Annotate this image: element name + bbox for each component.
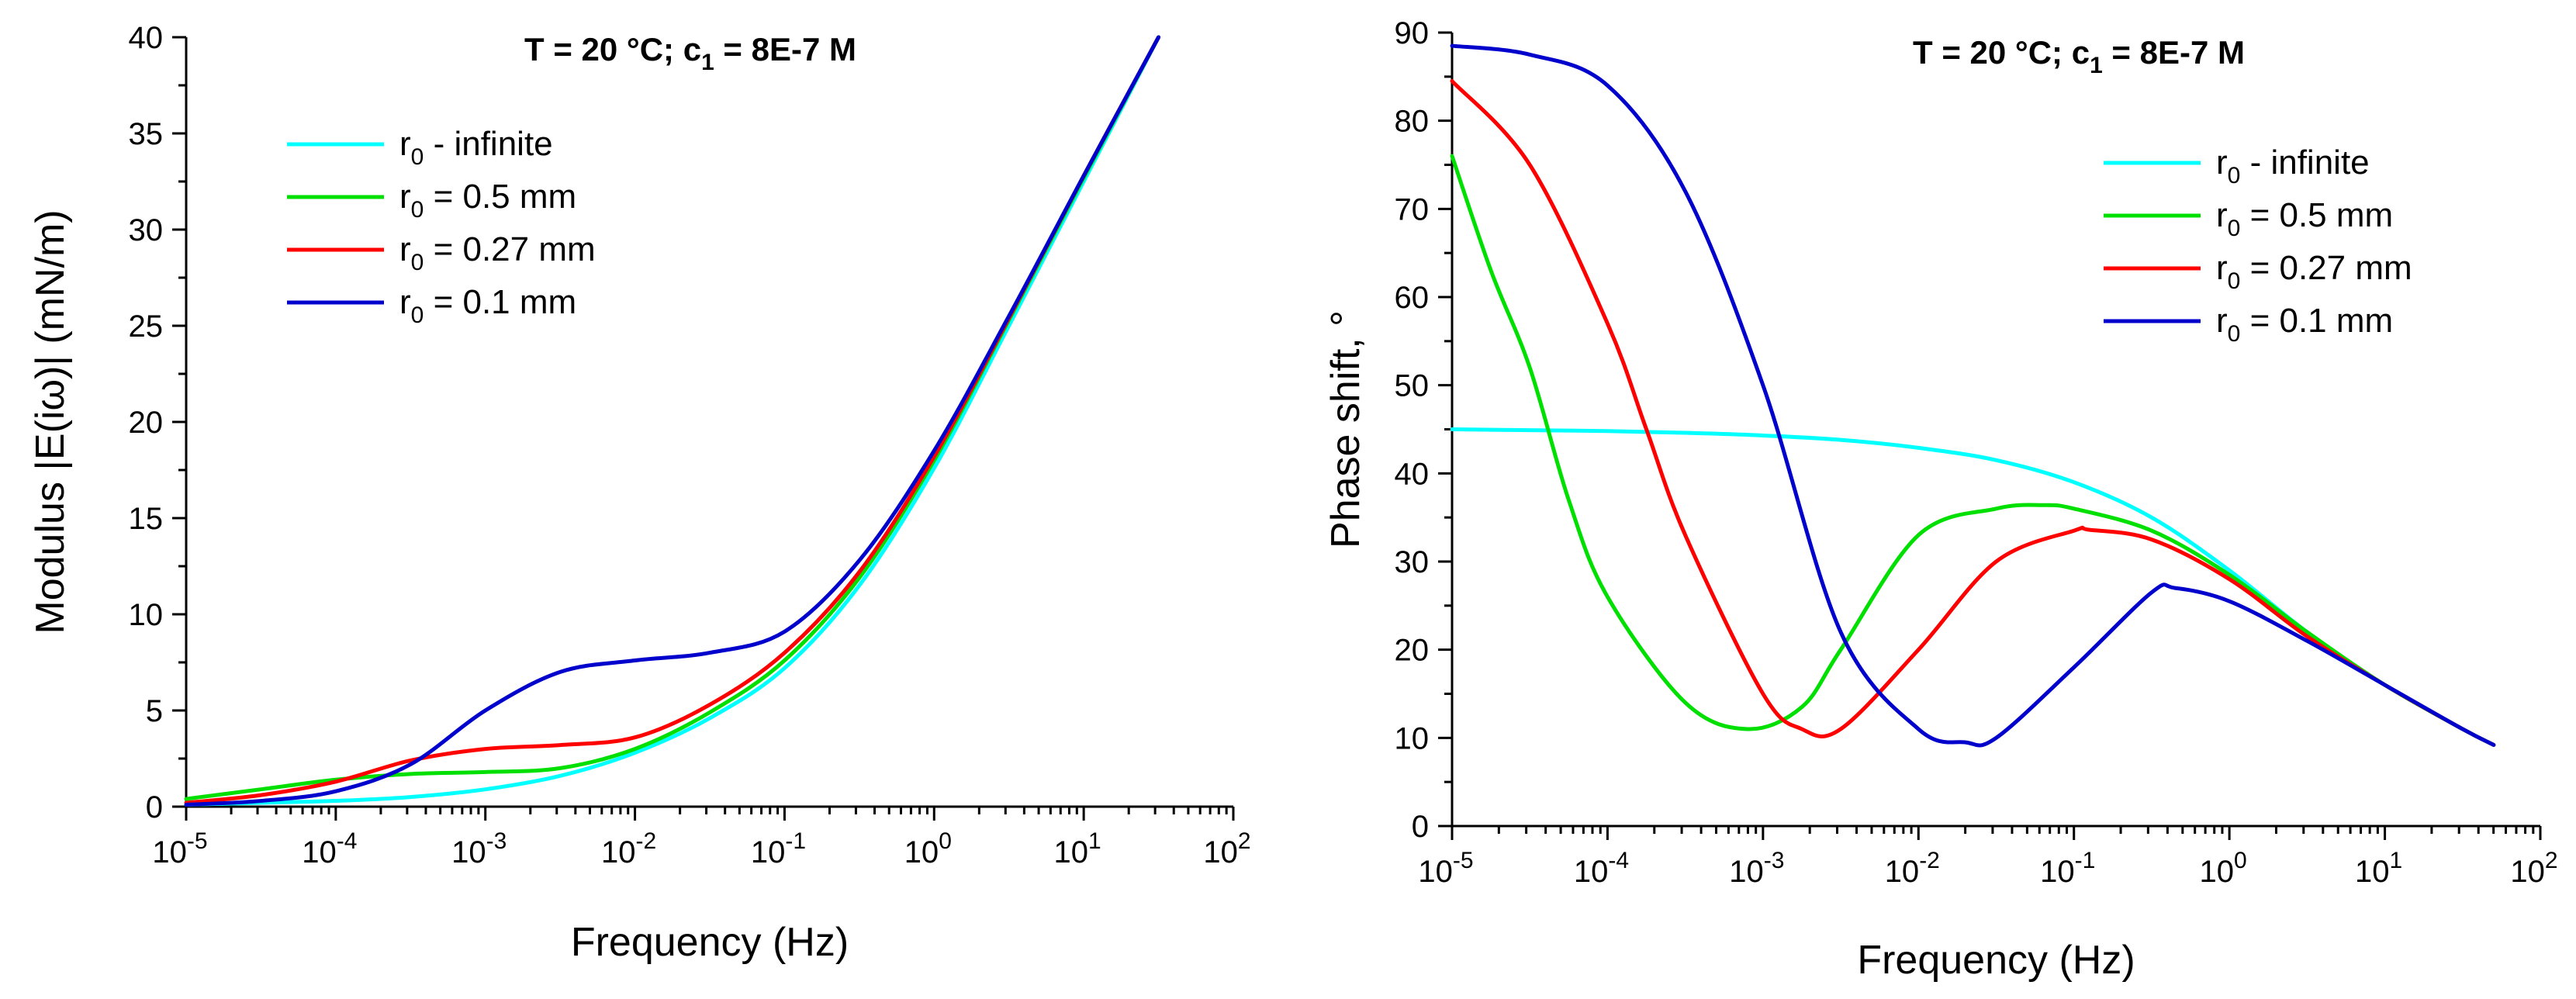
legend-label: r0 = 0.27 mm xyxy=(2216,249,2412,294)
series-line-2 xyxy=(184,35,1161,801)
x-tick-label: 10-5 xyxy=(152,828,207,869)
y-tick-label: 35 xyxy=(129,117,164,151)
series-line-4 xyxy=(184,35,1161,807)
series-line-1 xyxy=(1450,427,2496,747)
x-tick-label: 10-1 xyxy=(2040,848,2095,889)
x-tick-label: 101 xyxy=(2355,848,2402,889)
y-tick-label: 0 xyxy=(1412,810,1429,844)
y-tick-label: 40 xyxy=(129,21,164,55)
x-axis-title: Frequency (Hz) xyxy=(571,920,849,965)
x-tick-label: 10-1 xyxy=(751,828,806,869)
y-tick-label: 5 xyxy=(146,694,163,728)
y-tick-label: 15 xyxy=(129,502,164,536)
y-tick-label: 25 xyxy=(129,309,164,344)
y-tick-label: 0 xyxy=(146,790,163,824)
x-tick-label: 10-2 xyxy=(601,828,656,869)
x-tick-label: 102 xyxy=(1203,828,1250,869)
y-axis-title: Phase shift, ° xyxy=(1323,310,1368,548)
y-tick-label: 20 xyxy=(129,406,164,440)
chart-1: 10-5 10-4 10-3 10-2 10-1 100 101 102 0 5 10 15 20 25 3… xyxy=(28,21,1251,965)
legend-label: r0 - infinite xyxy=(399,125,553,170)
series-line-2 xyxy=(1450,154,2496,747)
y-tick-label: 90 xyxy=(1395,16,1430,50)
y-tick-label: 80 xyxy=(1395,105,1430,139)
x-tick-label: 100 xyxy=(904,828,952,869)
y-tick-label: 20 xyxy=(1395,634,1430,668)
y-tick-label: 30 xyxy=(129,213,164,247)
series-line-4 xyxy=(1450,43,2496,748)
y-axis-title: Modulus |E(iω)| (mN/m) xyxy=(28,209,73,634)
series-line-3 xyxy=(1450,79,2496,747)
y-tick-label: 40 xyxy=(1395,457,1430,491)
series-line-3 xyxy=(184,35,1161,805)
x-tick-label: 101 xyxy=(1054,828,1101,869)
chart-title: T = 20 °C; c1 = 8E-7 M xyxy=(524,31,856,75)
y-tick-label: 60 xyxy=(1395,281,1430,315)
x-tick-label: 10-3 xyxy=(451,828,507,869)
y-tick-label: 10 xyxy=(129,598,164,632)
y-tick-label: 70 xyxy=(1395,192,1430,226)
y-tick-label: 10 xyxy=(1395,721,1430,755)
x-tick-label: 10-5 xyxy=(1418,848,1473,889)
x-tick-label: 10-3 xyxy=(1729,848,1784,889)
legend-label: r0 = 0.1 mm xyxy=(399,283,576,328)
y-tick-label: 50 xyxy=(1395,369,1430,403)
series-line-1 xyxy=(184,35,1161,807)
legend-label: r0 = 0.27 mm xyxy=(399,230,596,275)
legend-label: r0 = 0.1 mm xyxy=(2216,302,2393,347)
chart-title: T = 20 °C; c1 = 8E-7 M xyxy=(1913,34,2245,78)
x-tick-label: 102 xyxy=(2510,848,2557,889)
x-tick-label: 10-4 xyxy=(302,828,357,869)
y-tick-label: 30 xyxy=(1395,545,1430,579)
legend-label: r0 = 0.5 mm xyxy=(399,178,576,223)
chart-2: 10-5 10-4 10-3 10-2 10-1 100 101 10201020304050… xyxy=(1323,16,2558,983)
legend-label: r0 = 0.5 mm xyxy=(2216,196,2393,241)
legend-label: r0 - infinite xyxy=(2216,143,2370,188)
x-tick-label: 100 xyxy=(2200,848,2247,889)
x-tick-label: 10-4 xyxy=(1574,848,1629,889)
x-tick-label: 10-2 xyxy=(1885,848,1940,889)
x-axis-title: Frequency (Hz) xyxy=(1857,938,2135,983)
